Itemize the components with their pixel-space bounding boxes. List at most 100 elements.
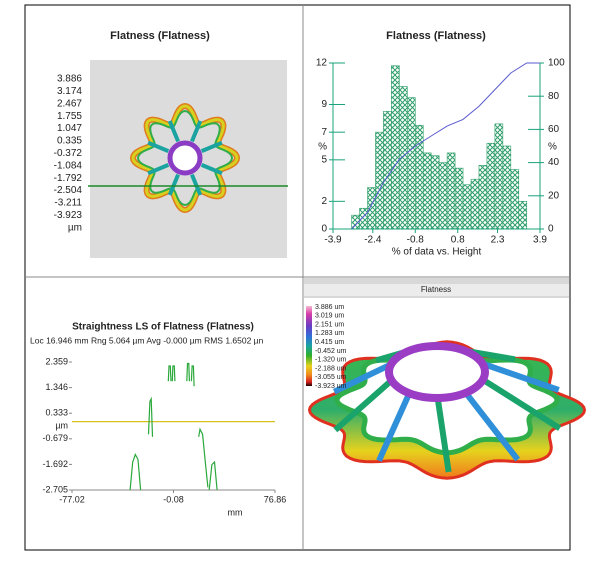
x-tick-label: 2.3: [491, 235, 505, 246]
panel-title: Straightness LS of Flatness (Flatness): [72, 322, 254, 333]
y-axis-label: %: [318, 142, 327, 153]
x-tick-label: 3.9: [533, 235, 547, 246]
legend-label: 2.467: [57, 98, 82, 109]
histogram-bar: [407, 97, 416, 230]
x-tick-label: -77.02: [59, 494, 85, 504]
y2-tick-label: 20: [548, 190, 560, 201]
y-tick-label: 5: [321, 154, 327, 165]
legend-label: -3.923: [54, 210, 83, 221]
histogram-bar: [518, 201, 528, 230]
histogram-bar: [359, 207, 368, 230]
histogram-bar: [494, 123, 504, 230]
spoke: [332, 361, 393, 395]
histogram-bar: [391, 65, 400, 230]
legend-label: -3.055 um: [315, 374, 347, 381]
y-tick-label: -1.692: [42, 459, 68, 469]
histogram-bar: [414, 124, 424, 230]
inner-ring: [385, 342, 489, 402]
legend-label: -1.792: [54, 173, 83, 184]
panel-title: Flatness (Flatness): [110, 30, 210, 42]
map-inner: [136, 109, 234, 207]
y-tick-label: 9: [321, 99, 327, 110]
y2-tick-label: 60: [548, 124, 560, 135]
histogram-bar: [486, 142, 496, 230]
x-tick-label: -0.8: [407, 235, 425, 246]
y-tick-label: -0.679: [42, 433, 68, 443]
histogram-bar: [430, 155, 440, 230]
map-spoke: [167, 173, 180, 196]
histogram-bar: [446, 152, 456, 230]
y-tick-label: 0: [321, 224, 327, 235]
histogram-bar: [470, 178, 480, 230]
histogram-bar: [462, 184, 472, 230]
spoke: [463, 390, 521, 462]
histogram-bar: [478, 165, 488, 230]
legend-label: 3.019 um: [315, 313, 344, 320]
spoke: [434, 397, 452, 473]
legend-label: -3.923 um: [315, 383, 347, 390]
legend-label: 1.283 um: [315, 330, 344, 337]
legend-label: -0.452 um: [315, 348, 347, 355]
y2-tick-label: 100: [548, 58, 565, 69]
y2-axis-label: %: [548, 142, 557, 153]
histogram-bar: [375, 131, 384, 230]
colorbar: [306, 306, 312, 386]
map-spoke: [200, 163, 223, 176]
panel-subtitle: Loc 16.946 mm Rng 5.064 µm Avg -0.000 µm…: [30, 335, 264, 345]
legend-label: -2.504: [54, 185, 83, 196]
spoke: [376, 392, 413, 462]
flatness-map: [129, 102, 241, 214]
legend-unit: µm: [68, 222, 82, 233]
map-spoke: [147, 140, 170, 153]
flatness-3d: [307, 340, 587, 480]
spoke: [333, 378, 394, 433]
legend-label: 3.886 um: [315, 304, 344, 311]
x-axis-label: mm: [228, 507, 243, 517]
map-spoke: [190, 120, 203, 143]
view-title: Flatness: [421, 285, 451, 294]
legend-label: 0.335: [57, 136, 82, 147]
legend-label: 1.755: [57, 111, 82, 122]
y-tick-label: 2.359: [45, 356, 68, 366]
histogram-bar: [502, 145, 512, 230]
x-tick-label: 76.86: [264, 494, 287, 504]
legend-label: 0.415 um: [315, 339, 344, 346]
panel-title: Flatness (Flatness): [386, 30, 486, 42]
y-tick-label: 7: [321, 127, 327, 138]
x-axis-label: % of data vs. Height: [392, 247, 482, 258]
map-outer: [131, 104, 239, 212]
y2-tick-label: 0: [548, 224, 554, 235]
profile-line: [129, 362, 218, 490]
legend-label: 3.886: [57, 74, 82, 85]
map-ring: [167, 140, 203, 176]
y-axis-label: µm: [55, 420, 68, 430]
x-tick-label: 0.8: [451, 235, 465, 246]
legend-label: -0.372: [54, 148, 83, 159]
legend-label: -3.211: [54, 198, 82, 209]
histogram-bar: [510, 169, 520, 230]
histogram-bar: [367, 187, 376, 230]
cumulative-line: [351, 62, 540, 230]
map-spoke: [167, 120, 180, 143]
histogram-bar: [422, 152, 432, 230]
y-tick-label: 0.333: [45, 408, 68, 418]
x-tick-label: -2.4: [364, 235, 382, 246]
map-spoke: [200, 140, 223, 153]
histogram-bar: [454, 167, 464, 230]
y-tick-label: 2: [321, 196, 327, 207]
legend-label: -1.084: [54, 160, 83, 171]
y-tick-label: 12: [316, 58, 328, 69]
x-tick-label: -0.08: [163, 494, 184, 504]
legend-label: 3.174: [57, 86, 82, 97]
spoke: [481, 360, 560, 393]
legend-label: 2.151 um: [315, 321, 344, 328]
map-spoke: [147, 163, 170, 176]
y2-tick-label: 40: [548, 157, 560, 168]
histogram-bar: [438, 162, 448, 230]
y-tick-label: 1.346: [45, 382, 68, 392]
histogram-bar: [383, 111, 392, 230]
x-tick-label: -3.9: [324, 235, 342, 246]
legend-label: 1.047: [57, 123, 82, 134]
legend-label: -1.320 um: [315, 357, 347, 364]
